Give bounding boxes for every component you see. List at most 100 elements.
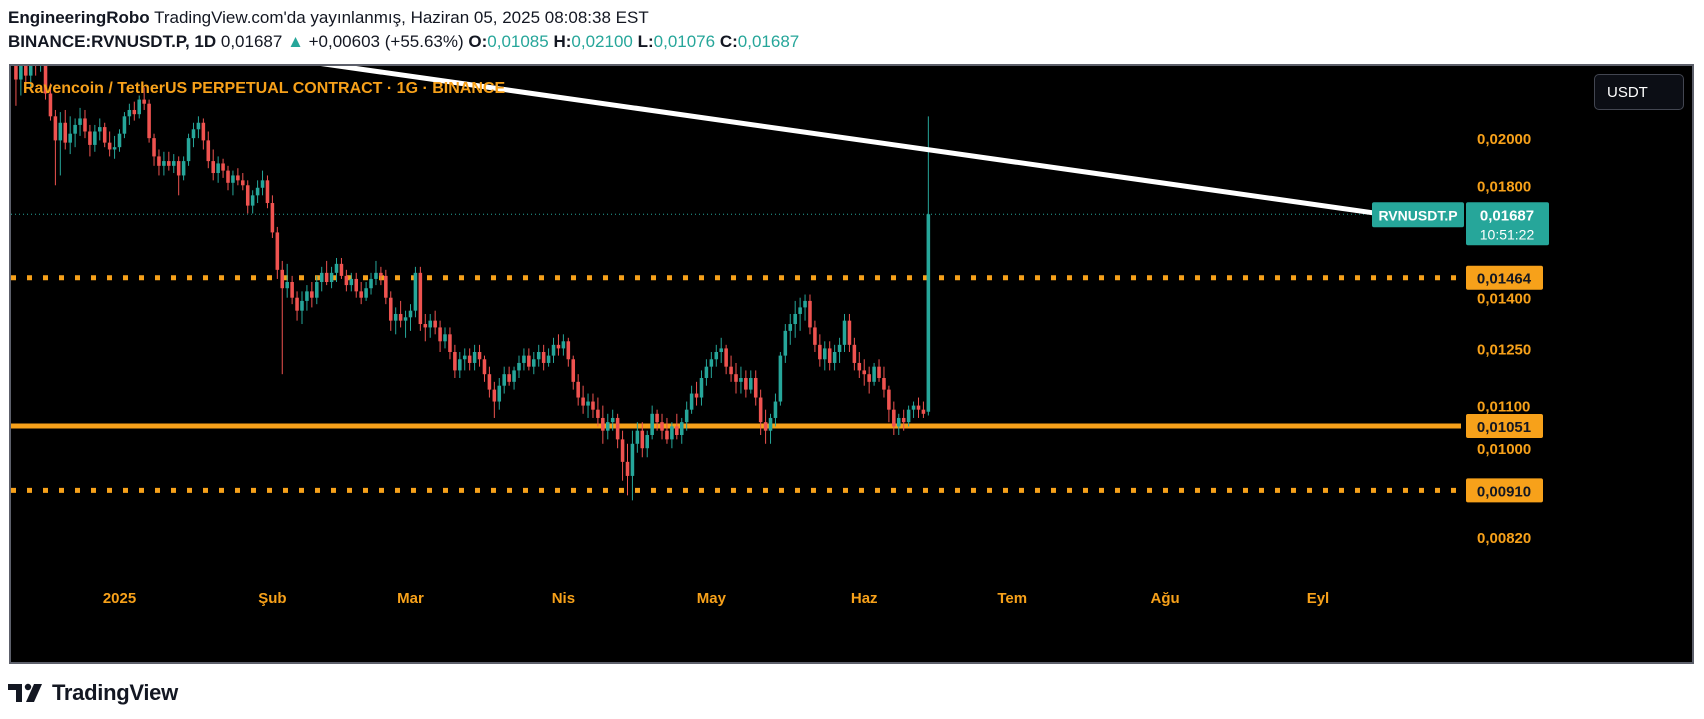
candle-body [896,417,901,427]
candle-body [655,413,659,423]
candle-body [719,348,723,352]
candle-body [73,124,77,134]
candle-body [226,170,230,183]
x-axis-tick-label: Eyl [1307,590,1330,607]
candle-body [502,374,506,386]
candle-body [763,422,768,431]
candle-body [872,366,876,382]
x-axis-tick-label: 2025 [103,590,136,607]
candle-body [522,355,526,363]
candle-body [699,377,704,398]
level-price-label: 0,01464 [1477,271,1532,288]
candle-body [201,122,206,141]
author-name[interactable]: EngineeringRobo [8,8,150,27]
y-axis-tick-label: 0,01100 [1477,399,1530,416]
candle-body [768,417,773,431]
candle-body [329,272,334,283]
candle-body [181,161,186,176]
candle-body [847,320,852,345]
candle-body [823,348,827,360]
candle-body [132,109,137,115]
candle-body [102,127,107,143]
candle-body [679,422,684,436]
candle-body [196,122,201,130]
level-price-label: 0,01051 [1477,419,1531,436]
candle-body [536,351,541,360]
y-axis-tick-label: 0,02000 [1477,131,1531,148]
x-axis-tick-label: Haz [851,590,878,607]
candle-body [487,374,492,390]
countdown-label: 10:51:22 [1480,226,1535,242]
candle-body [48,93,53,117]
candle-body [640,430,645,449]
candle-body [586,401,590,406]
candle-body [265,180,270,204]
candle-body [206,140,211,162]
currency-button[interactable]: USDT [1594,74,1684,110]
candle-body [403,317,408,321]
candle-body [546,355,551,363]
candle-body [280,269,285,289]
candle-body [68,133,72,143]
candle-body [773,401,778,418]
candle-body [270,203,275,233]
candle-body [423,324,428,328]
last-price-label: 0,01687 [1480,207,1534,224]
candle-body [596,409,600,418]
price-chart[interactable]: 0,02000 0,01800 0,01400 0,01250 0,01100 0,010… [11,66,1692,662]
candle-body [364,288,368,298]
candle-body [408,310,413,318]
trendline [320,66,1390,218]
x-axis-tick-label: May [697,590,727,607]
candle-body [448,334,452,352]
candle-body [305,291,309,301]
candle-body [260,180,265,188]
x-axis-tick-label: Ağu [1150,590,1179,607]
candle-body [300,300,304,311]
candle-body [630,443,635,476]
tradingview-brand[interactable]: TradingView [52,680,178,705]
candle-body [832,351,837,363]
candle-body [384,275,388,298]
candle-body [78,118,82,125]
x-axis-tick-label: Nis [552,590,575,607]
candle-body [561,341,566,349]
candle-body [191,129,196,139]
candle-body [645,435,649,449]
candle-body [241,180,245,186]
candle-body [53,116,58,141]
candle-body [290,282,294,298]
candle-body [581,397,585,406]
candle-body [83,118,87,132]
candle-body [625,461,630,476]
candle-body [813,327,817,345]
candle-body [107,142,112,150]
candle-body [43,66,48,94]
candle-body [472,351,477,363]
candle-body [605,422,610,431]
candle-body [142,99,146,104]
candle-body [857,362,862,371]
candle-body [507,374,511,382]
candle-body [492,389,497,402]
up-arrow-icon: ▲ [287,32,304,51]
candle-body [428,320,432,328]
candle-body [512,370,516,382]
candle-body [93,131,97,145]
candle-body [837,344,842,352]
candle-body [901,417,906,423]
candle-body [670,426,674,440]
candle-body [517,362,521,371]
candle-body [359,291,363,298]
candle-body [117,133,122,148]
candle-body [443,334,447,342]
chart-panel[interactable]: 0,02000 0,01800 0,01400 0,01250 0,01100 0,010… [9,64,1694,664]
candle-body [379,272,383,276]
candle-body [783,330,788,356]
candle-body [24,66,28,76]
footer: TradingView [8,680,178,706]
candle-body [88,131,92,145]
level-price-badge [1466,413,1543,438]
candle-body [453,351,457,371]
candle-body [137,99,142,115]
